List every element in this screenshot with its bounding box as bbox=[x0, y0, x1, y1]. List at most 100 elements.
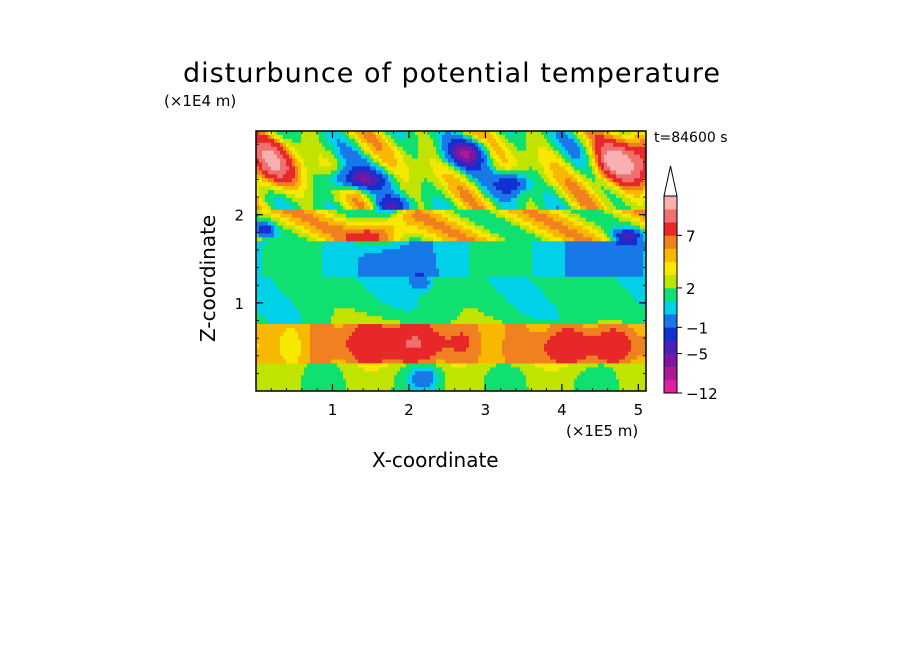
heatmap-cell bbox=[433, 245, 470, 250]
heatmap-cell bbox=[385, 182, 392, 187]
heatmap-cell bbox=[412, 367, 434, 372]
heatmap-cell bbox=[406, 197, 410, 203]
heatmap-cell bbox=[505, 150, 512, 156]
heatmap-cell bbox=[469, 186, 476, 191]
heatmap-cell bbox=[370, 170, 377, 175]
heatmap-cell bbox=[256, 154, 263, 160]
heatmap-cell bbox=[574, 379, 620, 384]
heatmap-cell bbox=[643, 257, 646, 262]
heatmap-cell bbox=[442, 158, 446, 164]
heatmap-cell bbox=[631, 237, 638, 242]
heatmap-cell bbox=[292, 178, 299, 183]
heatmap-cell bbox=[346, 178, 353, 183]
heatmap-cell bbox=[427, 229, 443, 235]
heatmap-cell bbox=[337, 158, 341, 164]
heatmap-cell bbox=[478, 142, 482, 148]
heatmap-cell bbox=[376, 201, 380, 207]
heatmap-cell bbox=[574, 134, 578, 140]
heatmap-cell bbox=[427, 131, 437, 136]
heatmap-cell bbox=[619, 237, 626, 242]
heatmap-cell bbox=[448, 182, 467, 187]
heatmap-cell bbox=[616, 371, 646, 376]
heatmap-cell bbox=[559, 213, 569, 219]
heatmap-cell bbox=[604, 178, 608, 183]
heatmap-cell bbox=[586, 174, 596, 179]
heatmap-cell bbox=[277, 284, 365, 290]
heatmap-cell bbox=[469, 131, 473, 136]
heatmap-cell bbox=[625, 138, 641, 144]
heatmap-cell bbox=[529, 387, 575, 391]
heatmap-cell bbox=[331, 233, 347, 238]
heatmap-cell bbox=[640, 154, 646, 160]
heatmap-cell bbox=[289, 154, 293, 160]
heatmap-cell bbox=[298, 178, 302, 183]
heatmap-cell bbox=[586, 134, 590, 140]
heatmap-cell bbox=[307, 363, 338, 368]
heatmap-cell bbox=[493, 166, 497, 171]
heatmap-cell bbox=[364, 146, 371, 152]
heatmap-cell bbox=[349, 201, 356, 207]
heatmap-cell bbox=[631, 359, 646, 365]
heatmap-cell bbox=[295, 182, 302, 187]
heatmap-cell bbox=[496, 288, 542, 294]
heatmap-cell bbox=[307, 182, 314, 187]
heatmap-cell bbox=[256, 257, 263, 262]
heatmap-cell bbox=[316, 237, 326, 242]
heatmap-cell bbox=[625, 331, 638, 337]
heatmap-cell bbox=[292, 162, 296, 168]
heatmap-cell bbox=[634, 162, 644, 168]
heatmap-cell bbox=[421, 343, 470, 349]
heatmap-cell bbox=[484, 142, 488, 148]
heatmap-cell bbox=[268, 201, 275, 207]
heatmap-cell bbox=[268, 170, 287, 175]
heatmap-cell bbox=[481, 146, 485, 152]
heatmap-cell bbox=[502, 292, 545, 298]
heatmap-cell bbox=[391, 304, 419, 309]
heatmap-cell bbox=[475, 150, 479, 156]
heatmap-cell bbox=[583, 166, 587, 171]
heatmap-cell bbox=[367, 158, 371, 164]
heatmap-cell bbox=[565, 245, 646, 250]
heatmap-cell bbox=[445, 375, 485, 380]
heatmap-cell bbox=[334, 312, 368, 317]
heatmap-cell bbox=[430, 162, 443, 168]
heatmap-cell bbox=[445, 209, 455, 215]
heatmap-cell bbox=[550, 142, 557, 148]
heatmap-cell bbox=[598, 170, 602, 175]
heatmap-cell bbox=[322, 229, 365, 235]
heatmap-cell bbox=[643, 237, 646, 242]
heatmap-cell bbox=[451, 205, 458, 211]
heatmap-cell bbox=[370, 158, 374, 164]
heatmap-cell bbox=[475, 178, 479, 183]
heatmap-cell bbox=[376, 197, 383, 203]
heatmap-cell bbox=[334, 150, 341, 156]
heatmap-cell bbox=[640, 217, 646, 223]
heatmap-cell bbox=[553, 170, 569, 175]
heatmap-cell bbox=[391, 186, 398, 191]
heatmap-cell bbox=[433, 367, 443, 372]
heatmap-cell bbox=[448, 201, 455, 207]
heatmap-cell bbox=[580, 150, 584, 156]
heatmap-cell bbox=[547, 351, 629, 357]
heatmap-cell bbox=[349, 335, 413, 341]
heatmap-cell bbox=[256, 304, 296, 309]
heatmap-cell bbox=[604, 233, 608, 238]
heatmap-cell bbox=[526, 205, 539, 211]
heatmap-cell bbox=[625, 146, 646, 152]
heatmap-cell bbox=[577, 359, 608, 365]
heatmap-cell bbox=[277, 138, 281, 144]
heatmap-cell bbox=[286, 194, 296, 199]
heatmap-cell bbox=[496, 158, 503, 164]
heatmap-cell bbox=[601, 186, 605, 191]
heatmap-cell bbox=[571, 166, 575, 171]
heatmap-cell bbox=[391, 213, 398, 219]
heatmap-cell bbox=[289, 142, 323, 148]
heatmap-cell bbox=[415, 197, 422, 203]
heatmap-cell bbox=[613, 367, 646, 372]
heatmap-cell bbox=[265, 194, 287, 199]
heatmap-cell bbox=[397, 209, 404, 215]
heatmap-cell bbox=[256, 178, 263, 183]
heatmap-cell bbox=[568, 363, 599, 368]
heatmap-cell bbox=[460, 312, 485, 317]
heatmap-cell bbox=[283, 331, 299, 337]
